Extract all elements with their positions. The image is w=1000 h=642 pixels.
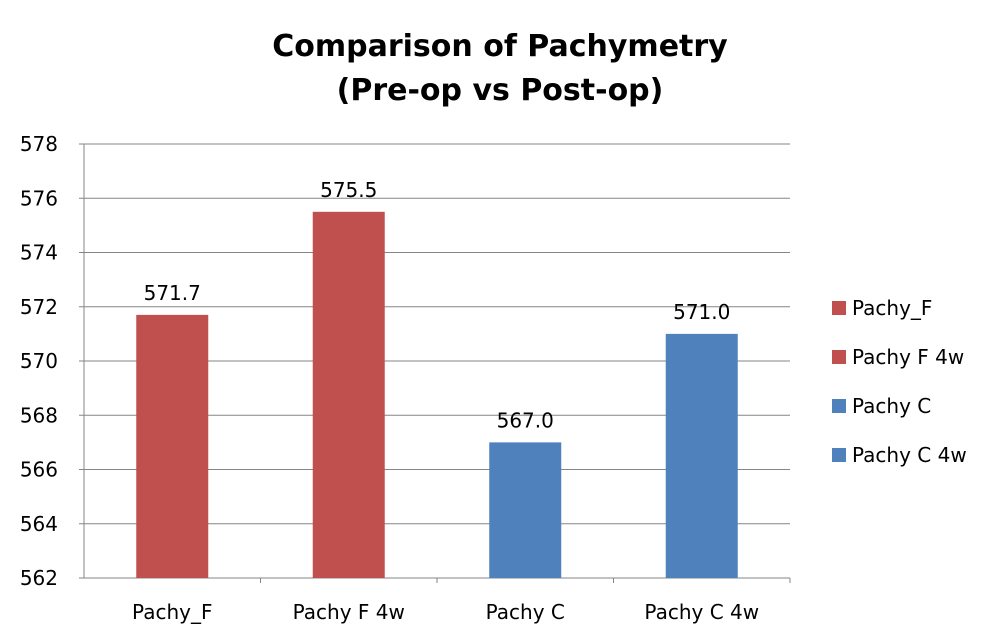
legend-swatch	[832, 448, 846, 462]
x-tick-label: Pachy F 4w	[293, 600, 405, 624]
legend-label: Pachy C	[852, 394, 931, 418]
x-tick-label: Pachy_F	[132, 600, 212, 624]
y-tick-label: 564	[20, 512, 58, 536]
y-tick-label: 566	[20, 458, 58, 482]
bar-pachy-c-4w	[665, 333, 738, 578]
legend-swatch	[832, 350, 846, 364]
y-tick-label: 568	[20, 403, 58, 427]
x-tick-label: Pachy C	[486, 600, 565, 624]
legend-label: Pachy_F	[852, 296, 932, 320]
data-label: 571.0	[673, 300, 730, 324]
y-tick-label: 576	[20, 186, 58, 210]
legend-label: Pachy C 4w	[852, 443, 967, 467]
x-tick-label: Pachy C 4w	[644, 600, 759, 624]
data-label: 567.0	[497, 408, 554, 432]
y-tick-label: 574	[20, 241, 58, 265]
chart-title-line-1: Comparison of Pachymetry	[272, 29, 728, 64]
data-label: 571.7	[144, 281, 201, 305]
legend: Pachy_F Pachy F 4w Pachy C Pachy C 4w	[832, 296, 967, 467]
bar-pachy-c	[489, 442, 562, 578]
legend-swatch	[832, 399, 846, 413]
plot-area: 562 564 566 568 570 572 574 576 578 571.7 Pachy_F 5…	[20, 132, 791, 624]
chart-title-line-2: (Pre-op vs Post-op)	[337, 73, 664, 108]
bar-pachy-f	[136, 314, 209, 578]
y-tick-label: 572	[20, 295, 58, 319]
data-label: 575.5	[320, 178, 377, 202]
legend-label: Pachy F 4w	[852, 345, 964, 369]
y-tick-label: 578	[20, 132, 58, 156]
legend-swatch	[832, 301, 846, 315]
y-tick-label: 562	[20, 566, 58, 590]
y-tick-label: 570	[20, 349, 58, 373]
bar-pachy-f-4w	[312, 211, 385, 578]
